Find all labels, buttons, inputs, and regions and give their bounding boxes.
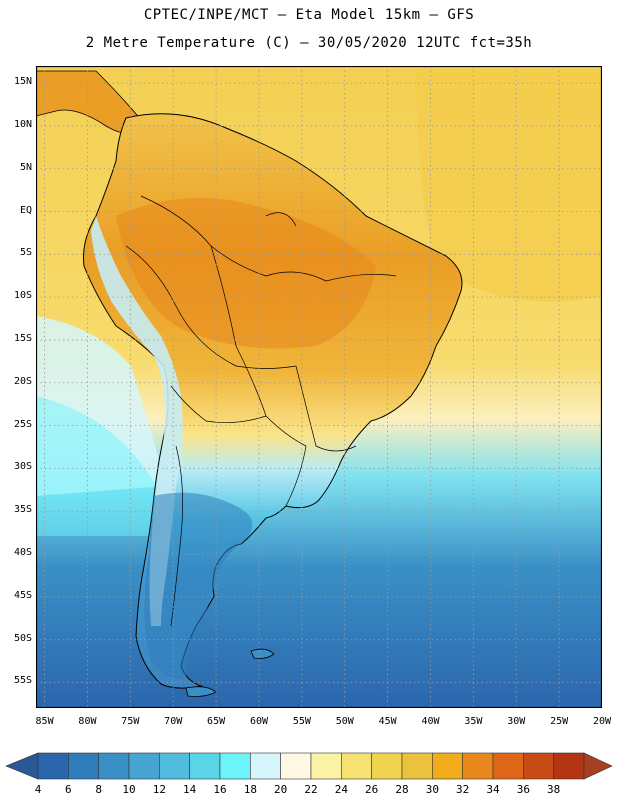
lon-label: 60W — [249, 716, 268, 727]
country-borders — [125, 195, 397, 627]
lon-label: 80W — [78, 716, 97, 727]
colorbar-swatch — [250, 752, 281, 780]
lat-label: 15N — [13, 76, 32, 88]
lat-label: 30S — [13, 461, 32, 473]
colorbar-swatch — [523, 752, 554, 780]
lon-label: 55W — [292, 716, 311, 727]
colorbar-swatch — [68, 752, 99, 780]
lon-label: 75W — [121, 716, 140, 727]
lon-label: 30W — [507, 716, 526, 727]
colorbar-swatch — [341, 752, 372, 780]
colorbar-swatch — [401, 752, 433, 780]
chart-subtitle: 2 Metre Temperature (C) – 30/05/2020 12U… — [85, 35, 533, 51]
colorbar-label: 14 — [183, 783, 197, 796]
colorbar-label: 32 — [456, 783, 470, 796]
lat-label: 15S — [13, 332, 32, 344]
colorbar-label: 10 — [122, 783, 136, 796]
colorbar-label: 28 — [395, 783, 409, 796]
lat-label: 45S — [13, 589, 32, 601]
colorbar-swatch — [310, 752, 342, 780]
colorbar-swatch — [432, 752, 463, 780]
lat-label: EQ — [19, 204, 32, 216]
colorbar-label: 34 — [486, 783, 500, 796]
lat-label: 10N — [13, 118, 32, 130]
lon-label: 70W — [164, 716, 183, 727]
colorbar-swatch — [371, 752, 403, 780]
colorbar-swatch — [98, 752, 130, 780]
lon-label: 25W — [550, 716, 569, 727]
lat-label: 10S — [13, 290, 32, 302]
lon-label: 85W — [35, 716, 54, 727]
colorbar-label: 38 — [547, 783, 561, 796]
chart-title: CPTEC/INPE/MCT – Eta Model 15km – GFS — [143, 7, 475, 23]
temperature-map — [36, 66, 602, 708]
colorbar-label: 16 — [213, 783, 227, 796]
lat-label: 35S — [13, 504, 32, 516]
lat-label: 20S — [13, 375, 32, 387]
lat-label: 50S — [13, 632, 32, 644]
lon-label: 45W — [378, 716, 397, 727]
lat-label: 5S — [19, 247, 32, 259]
lon-label: 20W — [592, 716, 612, 727]
colorbar-label: 30 — [425, 783, 439, 796]
colorbar-swatch — [128, 752, 160, 780]
colorbar-swatch — [462, 752, 494, 780]
lat-label: 5N — [19, 161, 32, 173]
colorbar-low-arrow — [5, 752, 39, 780]
lat-label: 40S — [13, 546, 32, 558]
colorbar-swatch — [492, 752, 524, 780]
colorbar-label: 4 — [34, 783, 42, 796]
colorbar-label: 36 — [516, 783, 530, 796]
colorbar-swatch — [553, 752, 585, 780]
map-frame — [36, 66, 602, 708]
colorbar-label: 18 — [243, 783, 257, 796]
colorbar-swatch — [219, 752, 251, 780]
colorbar-label: 8 — [95, 783, 102, 796]
colorbar-label: 26 — [365, 783, 379, 796]
lat-label: 55S — [13, 675, 32, 687]
colorbar-label: 12 — [152, 783, 166, 796]
lon-label: 40W — [421, 716, 440, 727]
colorbar-high-arrow — [583, 752, 613, 780]
colorbar-swatch — [37, 752, 69, 780]
colorbar-label: 22 — [304, 783, 318, 796]
lon-label: 50W — [335, 716, 354, 727]
colorbar-label: 6 — [65, 783, 72, 796]
colorbar-swatch — [159, 752, 190, 780]
lon-label: 65W — [207, 716, 226, 727]
lat-label: 25S — [13, 418, 32, 430]
colorbar — [5, 752, 613, 780]
colorbar-swatch — [280, 752, 312, 780]
colorbar-swatch — [189, 752, 221, 780]
colorbar-label: 24 — [334, 783, 348, 796]
lon-label: 35W — [464, 716, 483, 727]
colorbar-label: 20 — [274, 783, 288, 796]
